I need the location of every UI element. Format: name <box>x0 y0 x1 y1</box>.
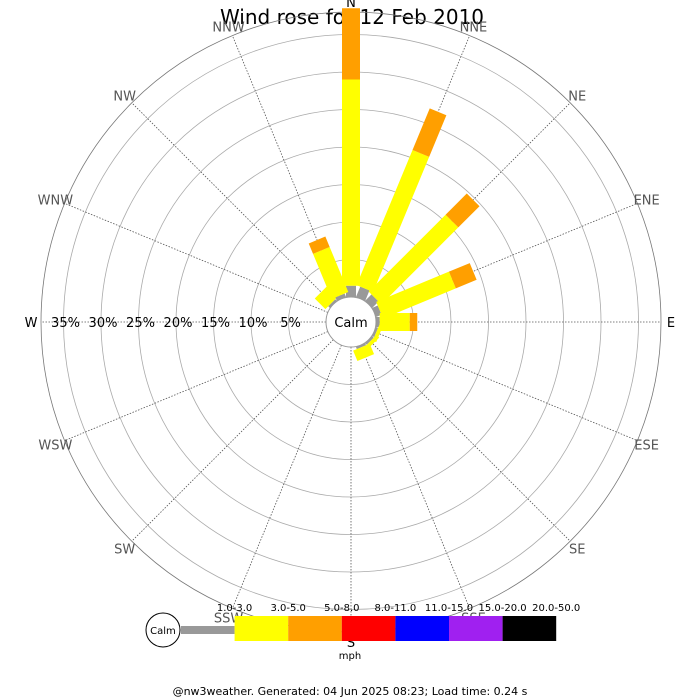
direction-label-nnw: NNW <box>212 20 244 35</box>
legend-label-6: 20.0-50.0 <box>532 603 580 614</box>
wind-bars <box>308 8 480 362</box>
legend-unit: mph <box>339 651 361 662</box>
calm-circle <box>325 296 377 348</box>
bar-n-bin-1 <box>342 79 360 286</box>
direction-label-se: SE <box>569 542 585 557</box>
legend-calm-label: Calm <box>150 626 176 637</box>
legend-label-4: 11.0-15.0 <box>425 603 473 614</box>
bar-e-bin-1 <box>379 313 410 331</box>
direction-label-wsw: WSW <box>38 438 72 453</box>
footer-text: @nw3weather. Generated: 04 Jun 2025 08:2… <box>173 685 528 698</box>
spoke-ssw <box>231 344 342 609</box>
ring-labels: 5% 10% 15% 20% 25% 30% 35% <box>51 316 301 331</box>
direction-labels: NNNENEENEEESESESSESSSWSWWSWWWNWNWNNW <box>25 0 676 651</box>
bar-ese-bin-0 <box>372 326 379 338</box>
bar-e-bin-0 <box>376 317 380 327</box>
legend-swatch-1 <box>234 616 289 641</box>
bar-n-bin-2 <box>342 8 360 80</box>
legend-label-1: 3.0-5.0 <box>270 603 305 614</box>
legend-swatch-6 <box>502 616 557 641</box>
legend-calm-circle <box>145 612 181 648</box>
ring-label-30: 30% <box>89 316 118 331</box>
legend-swatch-4 <box>395 616 449 641</box>
bar-n-bin-0 <box>346 285 356 297</box>
bar-ene-bin-0 <box>372 305 382 318</box>
speed-legend: Calm 1.0-3.0 3.0-5.0 5.0-8.0 8.0-11.0 11.0-15… <box>145 603 580 662</box>
legend-swatch-2 <box>288 616 342 641</box>
direction-label-sw: SW <box>114 542 135 557</box>
spoke-sse <box>360 344 471 609</box>
spoke-ese <box>373 331 638 442</box>
legend-swatch-5 <box>449 616 503 641</box>
bar-nnw-bin-1 <box>313 246 349 299</box>
legend-swatch-0 <box>181 626 235 634</box>
direction-label-ese: ESE <box>634 438 659 453</box>
bar-e-bin-2 <box>409 313 418 331</box>
spoke-se <box>368 339 571 542</box>
ring-label-25: 25% <box>126 316 155 331</box>
ring-label-15: 15% <box>201 316 230 331</box>
legend-swatch-3 <box>341 616 396 641</box>
direction-label-wnw: WNW <box>38 194 74 209</box>
spoke-nw <box>131 102 334 305</box>
bar-ene-bin-1 <box>376 271 456 319</box>
legend-label-5: 15.0-20.0 <box>479 603 527 614</box>
bar-ne-bin-0 <box>365 294 379 308</box>
bar-nw-bin-0 <box>328 299 337 308</box>
direction-label-ne: NE <box>568 90 586 105</box>
direction-label-w: W <box>25 316 38 331</box>
direction-label-nne: NNE <box>460 20 488 35</box>
legend-label-2: 5.0-8.0 <box>324 603 359 614</box>
bar-sse-bin-1 <box>353 343 375 362</box>
ring-label-10: 10% <box>239 316 268 331</box>
ring-label-35: 35% <box>51 316 80 331</box>
calm-label: Calm <box>334 316 367 331</box>
bar-se-bin-0 <box>365 336 374 345</box>
spoke-wsw <box>64 331 329 442</box>
spoke-nnw <box>231 35 342 300</box>
bar-nnw-bin-0 <box>335 293 347 301</box>
direction-label-nw: NW <box>113 90 136 105</box>
bar-nne-bin-0 <box>355 286 370 301</box>
bar-ne-bin-2 <box>445 193 480 228</box>
direction-label-e: E <box>667 316 675 331</box>
bar-nne-bin-2 <box>412 108 447 157</box>
bar-ene-bin-2 <box>448 263 477 289</box>
bar-sse-bin-0 <box>355 343 367 350</box>
ring-label-5: 5% <box>280 316 301 331</box>
bar-nnw-bin-2 <box>308 236 330 254</box>
ring-label-20: 20% <box>164 316 193 331</box>
bar-nne-bin-1 <box>356 149 430 292</box>
bar-ne-bin-1 <box>368 214 459 305</box>
direction-label-s: S <box>347 636 355 651</box>
direction-label-ene: ENE <box>634 194 660 209</box>
spoke-wnw <box>64 202 329 313</box>
spoke-ene <box>373 202 638 313</box>
spoke-sw <box>131 339 334 542</box>
direction-label-n: N <box>346 0 356 11</box>
calm-center: Calm <box>325 296 377 348</box>
legend-label-0: 1.0-3.0 <box>217 603 252 614</box>
legend-label-3: 8.0-11.0 <box>375 603 417 614</box>
